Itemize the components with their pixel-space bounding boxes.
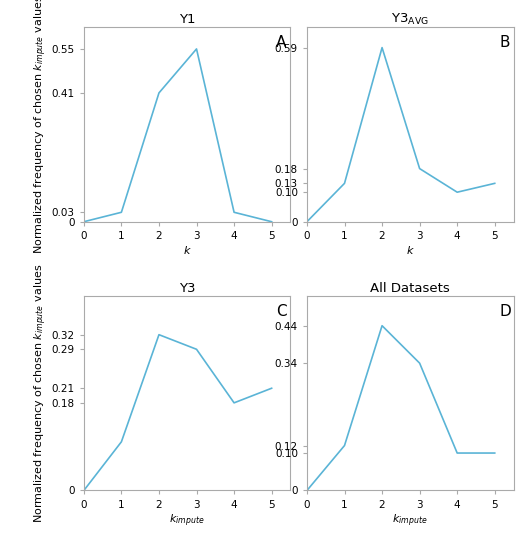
Title: Y3: Y3	[179, 281, 195, 294]
Title: All Datasets: All Datasets	[370, 281, 450, 294]
Y-axis label: Normalized frequency of chosen $k_{impute}$ values: Normalized frequency of chosen $k_{imput…	[32, 264, 49, 523]
X-axis label: $k_{impute}$: $k_{impute}$	[169, 512, 205, 529]
Title: Y3$_\mathregular{AVG}$: Y3$_\mathregular{AVG}$	[391, 12, 429, 27]
Text: D: D	[499, 303, 511, 319]
Text: A: A	[276, 34, 286, 50]
Y-axis label: Normalized frequency of chosen $k_{impute}$ values: Normalized frequency of chosen $k_{imput…	[32, 0, 49, 254]
X-axis label: $k_{impute}$: $k_{impute}$	[392, 512, 428, 529]
X-axis label: $k$: $k$	[406, 244, 414, 255]
Text: C: C	[276, 303, 287, 319]
Text: B: B	[499, 34, 509, 50]
Title: Y1: Y1	[179, 13, 195, 26]
X-axis label: $k$: $k$	[183, 244, 192, 255]
